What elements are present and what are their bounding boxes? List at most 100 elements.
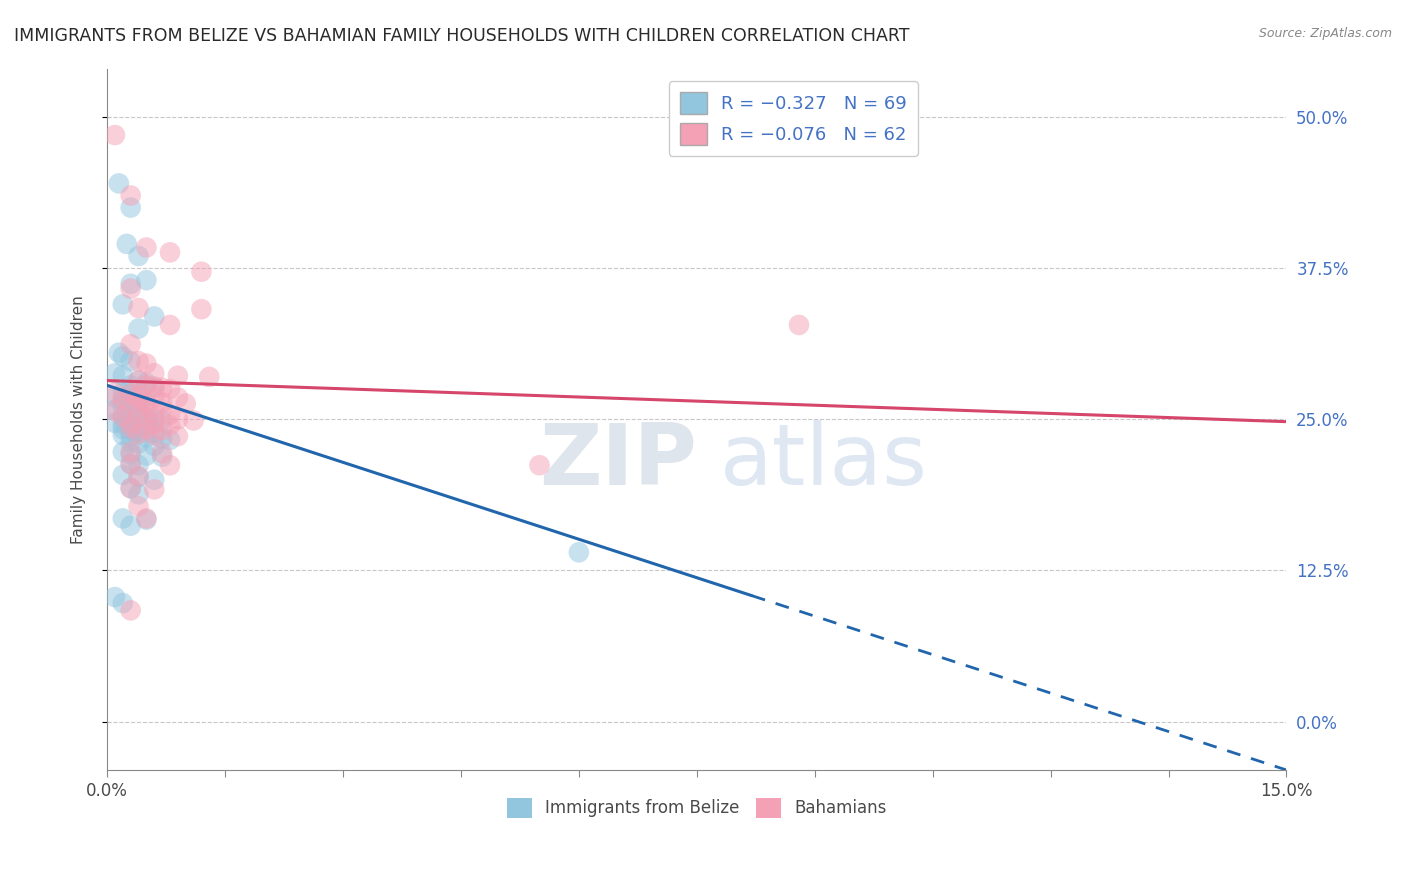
Point bbox=[120, 481, 142, 495]
Point bbox=[120, 416, 142, 430]
Point bbox=[135, 400, 157, 414]
Text: ZIP: ZIP bbox=[538, 420, 697, 503]
Point bbox=[120, 423, 142, 437]
Point bbox=[120, 457, 142, 471]
Point bbox=[143, 473, 166, 487]
Point bbox=[787, 318, 810, 332]
Point bbox=[135, 411, 157, 425]
Point bbox=[108, 345, 131, 359]
Point bbox=[190, 265, 212, 279]
Point bbox=[128, 458, 150, 473]
Point bbox=[135, 430, 157, 444]
Point bbox=[135, 398, 157, 412]
Point bbox=[111, 409, 134, 424]
Point bbox=[150, 432, 173, 446]
Point bbox=[150, 446, 173, 460]
Point bbox=[166, 412, 188, 426]
Point bbox=[135, 378, 157, 392]
Point bbox=[111, 445, 134, 459]
Point bbox=[143, 483, 166, 497]
Point bbox=[120, 417, 142, 431]
Point bbox=[150, 401, 173, 416]
Point bbox=[128, 374, 150, 388]
Point bbox=[111, 297, 134, 311]
Point bbox=[115, 236, 138, 251]
Point bbox=[128, 425, 150, 439]
Point bbox=[104, 402, 127, 417]
Point bbox=[135, 449, 157, 463]
Point bbox=[128, 436, 150, 450]
Point bbox=[104, 128, 127, 142]
Point bbox=[120, 457, 142, 471]
Point bbox=[143, 439, 166, 453]
Legend: Immigrants from Belize, Bahamians: Immigrants from Belize, Bahamians bbox=[501, 791, 893, 825]
Point bbox=[166, 368, 188, 383]
Point bbox=[128, 469, 150, 483]
Point bbox=[120, 411, 142, 425]
Point bbox=[120, 429, 142, 443]
Point bbox=[128, 392, 150, 407]
Point bbox=[135, 240, 157, 254]
Point bbox=[150, 450, 173, 464]
Point bbox=[128, 354, 150, 368]
Point bbox=[111, 417, 134, 431]
Point bbox=[128, 418, 150, 433]
Point bbox=[135, 394, 157, 409]
Point bbox=[143, 425, 166, 440]
Point bbox=[128, 374, 150, 388]
Point bbox=[135, 422, 157, 436]
Point bbox=[111, 511, 134, 525]
Point bbox=[190, 302, 212, 317]
Point bbox=[135, 511, 157, 525]
Point bbox=[108, 177, 131, 191]
Point bbox=[120, 277, 142, 291]
Point bbox=[150, 423, 173, 437]
Point bbox=[143, 379, 166, 393]
Point bbox=[135, 376, 157, 390]
Point bbox=[183, 413, 205, 427]
Point bbox=[135, 273, 157, 287]
Point bbox=[120, 398, 142, 412]
Point bbox=[143, 381, 166, 395]
Point bbox=[111, 399, 134, 413]
Point bbox=[143, 389, 166, 403]
Point bbox=[128, 470, 150, 484]
Point bbox=[159, 318, 181, 332]
Point bbox=[120, 282, 142, 296]
Point bbox=[159, 418, 181, 433]
Y-axis label: Family Households with Children: Family Households with Children bbox=[72, 295, 86, 543]
Point bbox=[104, 590, 127, 604]
Point bbox=[111, 596, 134, 610]
Point bbox=[111, 422, 134, 436]
Point bbox=[128, 487, 150, 501]
Point bbox=[111, 368, 134, 383]
Point bbox=[128, 405, 150, 419]
Point bbox=[128, 395, 150, 409]
Point bbox=[174, 396, 197, 410]
Point bbox=[159, 433, 181, 447]
Point bbox=[120, 394, 142, 409]
Point bbox=[128, 426, 150, 441]
Point bbox=[143, 428, 166, 442]
Point bbox=[120, 354, 142, 368]
Point bbox=[143, 406, 166, 420]
Point bbox=[198, 370, 221, 384]
Point bbox=[104, 404, 127, 418]
Point bbox=[128, 388, 150, 402]
Point bbox=[529, 458, 551, 473]
Point bbox=[120, 387, 142, 401]
Point bbox=[128, 321, 150, 335]
Text: atlas: atlas bbox=[720, 420, 928, 503]
Point bbox=[159, 245, 181, 260]
Point bbox=[120, 447, 142, 461]
Point bbox=[128, 405, 150, 419]
Point bbox=[111, 467, 134, 482]
Point bbox=[135, 513, 157, 527]
Point bbox=[128, 249, 150, 263]
Point bbox=[120, 404, 142, 418]
Point bbox=[135, 412, 157, 426]
Point bbox=[104, 391, 127, 405]
Point bbox=[120, 378, 142, 392]
Point bbox=[120, 387, 142, 401]
Point bbox=[143, 417, 166, 431]
